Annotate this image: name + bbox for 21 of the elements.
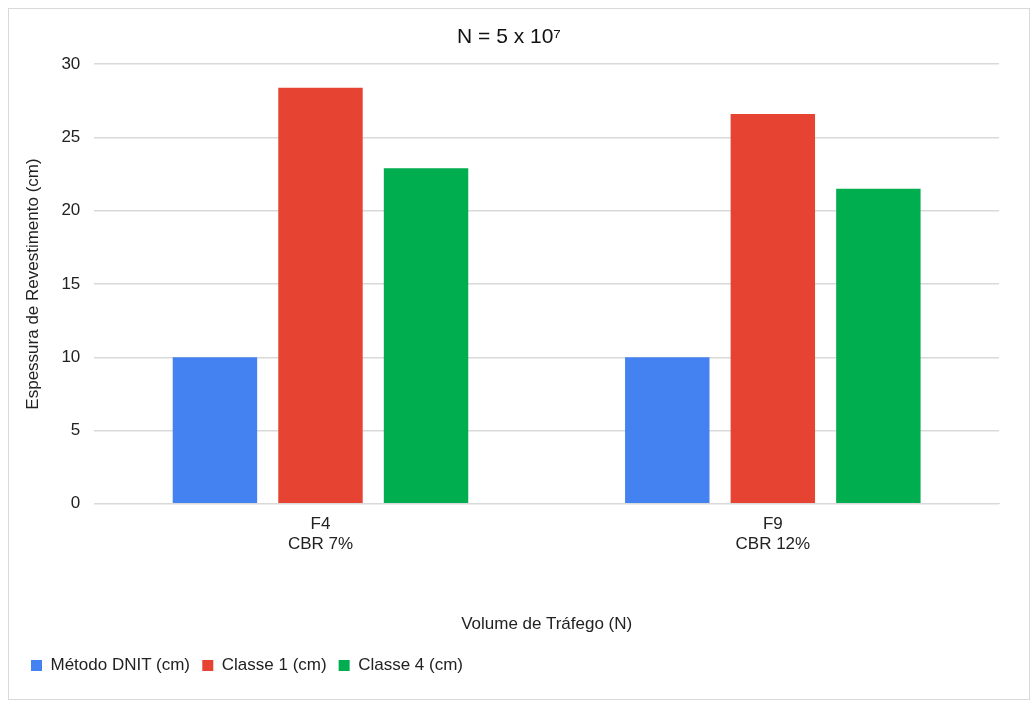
x-axis-title: Volume de Tráfego (N) (461, 614, 633, 634)
x-tick-label: F9 CBR 12% (735, 513, 811, 554)
chart-title: N = 5 x 10⁷ (457, 24, 561, 48)
bar (730, 114, 816, 504)
bar (278, 87, 363, 504)
y-tick-label: 30 (61, 53, 81, 73)
y-tick-label: 0 (70, 493, 81, 513)
y-tick-label: 20 (61, 200, 81, 220)
legend-label: Método DNIT (cm) (50, 655, 190, 675)
y-axis-title: Espessura de Revestimento (cm) (22, 158, 42, 410)
bar (836, 188, 921, 504)
x-tick-label: F4 CBR 7% (287, 513, 354, 554)
y-tick-label: 15 (61, 273, 81, 293)
legend-label: Classe 4 (cm) (358, 655, 463, 675)
y-tick-label: 10 (61, 346, 81, 366)
legend-label: Classe 1 (cm) (221, 655, 327, 675)
bar (625, 357, 710, 504)
y-tick-label: 5 (70, 420, 81, 440)
bar (172, 357, 258, 504)
y-tick-label: 25 (61, 127, 81, 147)
bar (383, 168, 469, 504)
